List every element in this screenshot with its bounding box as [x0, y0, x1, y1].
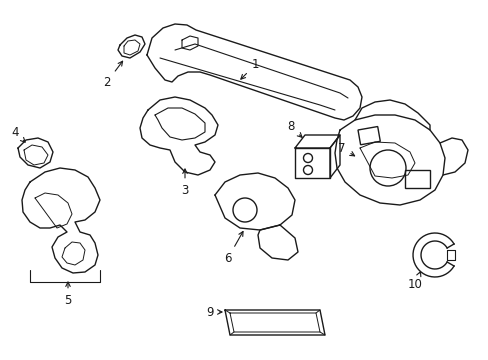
Text: 6: 6 [224, 231, 243, 265]
Text: 2: 2 [103, 61, 122, 89]
Text: 5: 5 [64, 282, 72, 306]
Text: 1: 1 [241, 58, 258, 79]
Bar [357, 126, 380, 145]
Text: 4: 4 [11, 126, 25, 142]
Text: 8: 8 [287, 121, 302, 137]
Text: 3: 3 [181, 169, 188, 197]
Bar [404, 170, 429, 188]
Text: 9: 9 [206, 306, 222, 319]
Text: 10: 10 [407, 272, 422, 292]
Text: 7: 7 [338, 141, 354, 156]
